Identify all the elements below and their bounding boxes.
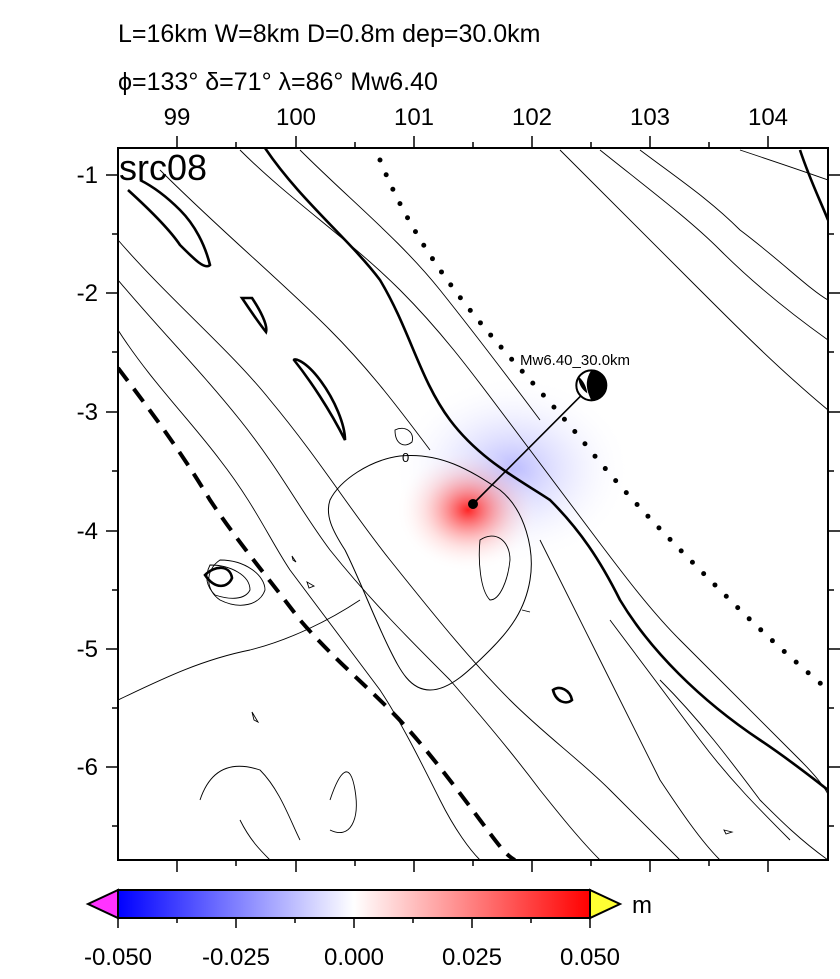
inner-contour	[394, 427, 413, 446]
left-axis-labels: -1 -2 -3 -4 -5 -6	[77, 162, 98, 781]
header-line-2: ϕ=133° δ=71° λ=86° Mw6.40	[118, 68, 438, 96]
lat-tick-label: -6	[77, 754, 98, 781]
inner-contour	[478, 535, 511, 601]
lat-tick-label: -1	[77, 162, 98, 189]
lon-tick-label: 101	[394, 104, 434, 131]
top-axis-labels: 99 100 101 102 103 104	[164, 104, 788, 131]
colorbar-tick-label: 0.025	[442, 944, 502, 971]
map-plot-area: 0 Mw6.40_30.0km	[118, 148, 828, 860]
colorbar-tick-label: -0.050	[84, 944, 152, 971]
bathymetry-contours	[118, 149, 828, 860]
lat-tick-label: -4	[77, 518, 98, 545]
lon-tick-label: 100	[276, 104, 316, 131]
colorbar-tick-label: -0.025	[202, 944, 270, 971]
frame-ticks	[106, 136, 840, 872]
source-label: Mw6.40_30.0km	[520, 352, 630, 369]
colorbar-tick-label: 0.050	[560, 944, 620, 971]
focal-mechanism-beachball	[575, 369, 608, 402]
coastline	[127, 148, 828, 792]
epicenter-marker	[468, 499, 478, 509]
lon-tick-label: 99	[164, 104, 191, 131]
zero-displacement-contour	[327, 454, 532, 691]
colorbar-unit: m	[632, 892, 652, 919]
contour-label: 0	[402, 450, 409, 465]
uplift-field	[396, 448, 540, 572]
colorbar-tick-label: 0.000	[324, 944, 384, 971]
header-line-1: L=16km W=8km D=0.8m dep=30.0km	[118, 20, 540, 48]
colorbar-above-range-triangle	[589, 888, 623, 920]
lat-tick-label: -5	[77, 636, 98, 663]
panel-label: src08	[119, 147, 207, 188]
colorbar: m -0.050 -0.025 0.000 0.025 0.050	[84, 888, 652, 971]
lat-tick-label: -3	[77, 399, 98, 426]
lat-tick-label: -2	[77, 280, 98, 307]
colorbar-gradient	[117, 889, 591, 919]
lon-tick-label: 103	[630, 104, 670, 131]
trench-line	[118, 366, 517, 860]
lon-tick-label: 102	[512, 104, 552, 131]
source-connector-line	[472, 384, 592, 505]
lon-tick-label: 104	[748, 104, 788, 131]
colorbar-below-range-triangle	[85, 888, 119, 920]
